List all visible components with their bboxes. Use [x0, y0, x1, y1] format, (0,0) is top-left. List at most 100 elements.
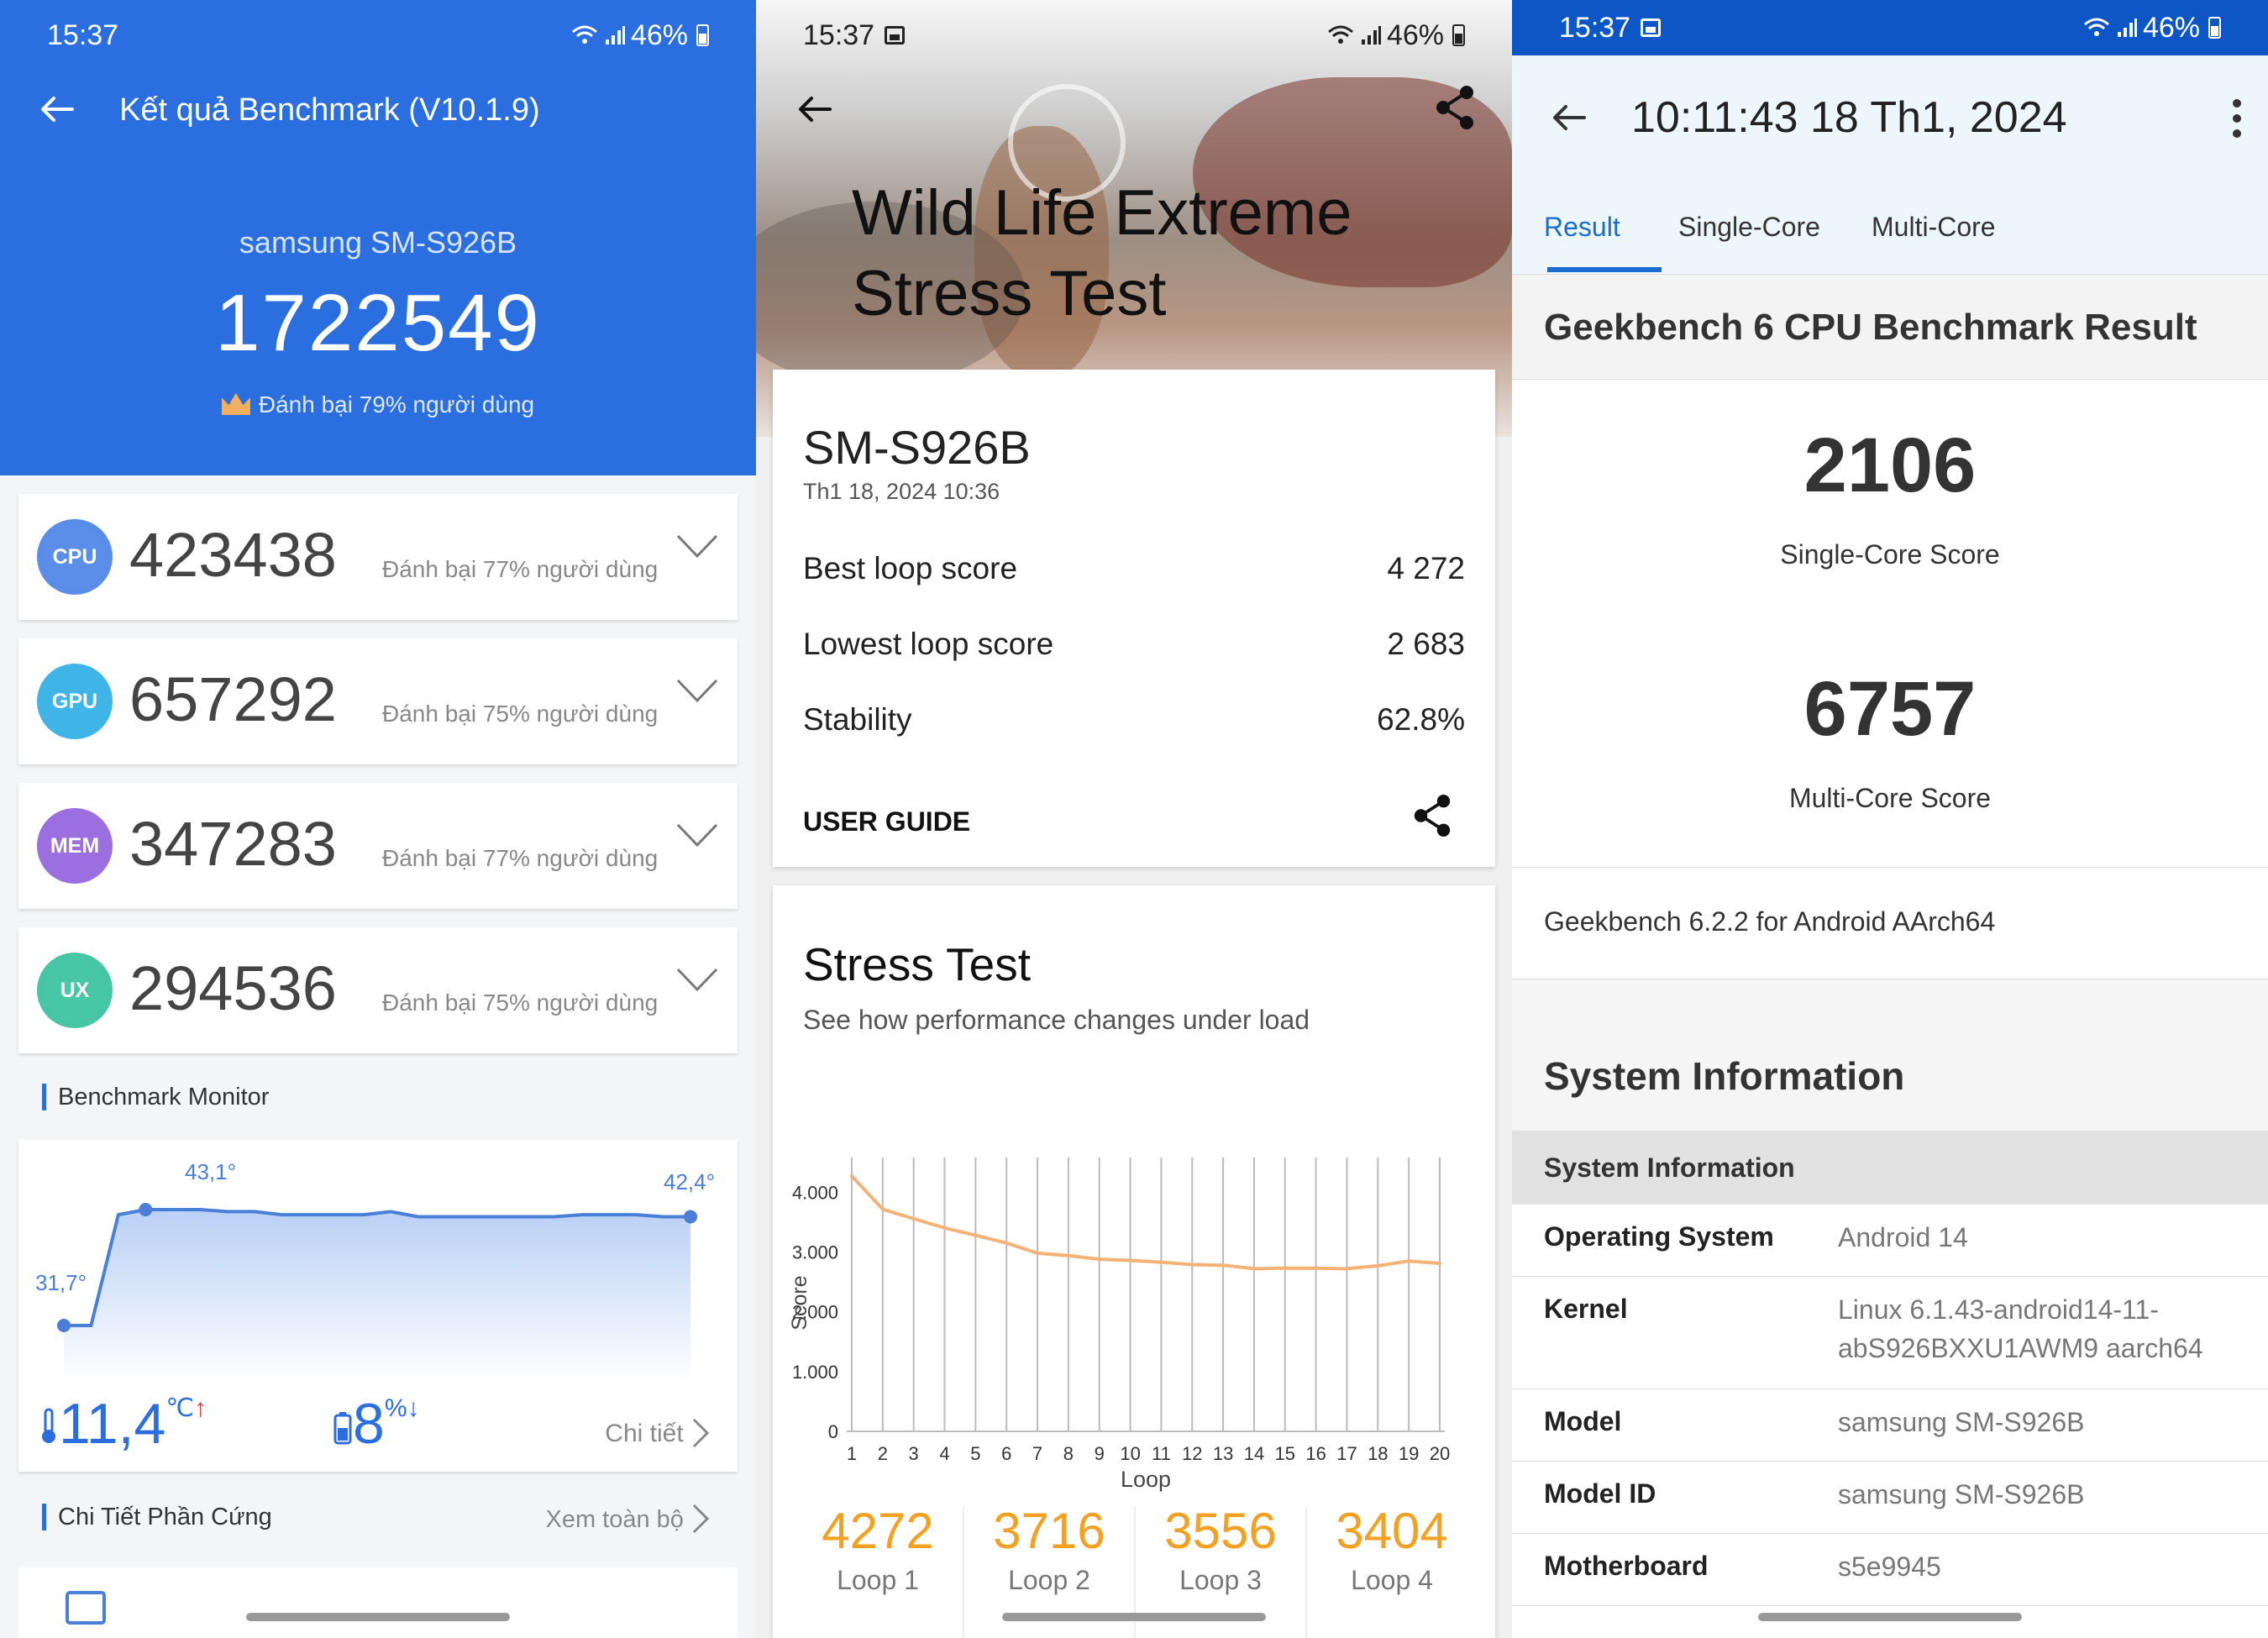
battery-unit: % [384, 1394, 407, 1422]
x-tick-label: 18 [1368, 1443, 1388, 1464]
result-card: SM-S926B Th1 18, 2024 10:36 Best loop sc… [773, 370, 1495, 867]
chevron-right-icon [692, 1504, 710, 1534]
multi-core-label: Multi-Core Score [1788, 783, 1992, 813]
loop-score-box: 3716 Loop 2 [978, 1502, 1121, 1596]
tab-result[interactable]: Result [1544, 212, 1620, 242]
x-tick-label: 16 [1305, 1443, 1326, 1464]
info-row: Model ID samsung SM-S926B [1512, 1462, 2268, 1534]
test-title: Wild Life Extreme Stress Test [852, 173, 1352, 334]
stress-test-card: Stress Test See how performance changes … [773, 885, 1495, 1638]
score-point [1407, 1259, 1411, 1263]
gallery-notification-icon [1641, 18, 1662, 37]
x-tick-label: 2 [878, 1443, 888, 1464]
total-beat-text: Đánh bại 79% người dùng [0, 391, 756, 418]
chevron-down-icon[interactable] [675, 822, 719, 852]
temp-peak-label: 43,1° [185, 1159, 237, 1184]
score-point [1283, 1266, 1287, 1270]
score-point [1252, 1267, 1256, 1271]
x-tick-label: 15 [1275, 1443, 1295, 1464]
x-tick-label: 6 [1001, 1443, 1011, 1464]
y-tick-label: 0 [828, 1421, 838, 1442]
temperature-chart [57, 1203, 697, 1383]
score-card-gpu[interactable]: GPU 657292 Đánh bại 75% người dùng [18, 638, 738, 764]
score-point [911, 1216, 916, 1221]
score-point [942, 1226, 947, 1230]
score-point [1221, 1263, 1226, 1268]
back-arrow-icon[interactable] [793, 87, 837, 131]
share-icon[interactable] [1411, 793, 1453, 838]
status-bar: 15:37 46% [0, 0, 756, 71]
chevron-down-icon[interactable] [675, 677, 719, 707]
home-indicator[interactable] [1758, 1613, 2022, 1621]
temperature-rise: 11,4℃↑ [39, 1391, 207, 1457]
score-card-ux[interactable]: UX 294536 Đánh bại 75% người dùng [18, 927, 738, 1053]
x-tick-label: 5 [970, 1443, 980, 1464]
loop-score-box: 3556 Loop 3 [1149, 1502, 1292, 1596]
test-title-line2: Stress Test [852, 258, 1167, 329]
back-arrow-icon[interactable] [35, 87, 79, 131]
score-card-mem[interactable]: MEM 347283 Đánh bại 77% người dùng [18, 783, 738, 909]
section-benchmark-monitor: Benchmark Monitor [42, 1084, 269, 1110]
row-value: 2 683 [1387, 627, 1465, 661]
info-key: Motherboard [1544, 1551, 1709, 1581]
hardware-card[interactable] [18, 1567, 738, 1638]
share-icon[interactable] [1433, 84, 1477, 131]
info-value: Android 14 [1838, 1222, 1968, 1252]
multi-core-score: 6757 [1803, 666, 1977, 752]
battery-percent: 46% [2142, 11, 2200, 44]
chevron-down-icon[interactable] [675, 533, 719, 563]
x-tick-label: 19 [1399, 1443, 1419, 1464]
test-date: Th1 18, 2024 10:36 [803, 479, 1000, 504]
stress-title: Stress Test [803, 938, 1032, 990]
stress-subtitle: See how performance changes under load [803, 1005, 1310, 1035]
temp-unit: ℃ [165, 1394, 195, 1422]
loop-score: 3716 [993, 1503, 1105, 1559]
user-guide-button[interactable]: USER GUIDE [803, 806, 971, 837]
back-arrow-icon[interactable] [1547, 96, 1591, 139]
active-tab-indicator [1547, 267, 1662, 272]
loop-score-box: 3404 Loop 4 [1320, 1502, 1463, 1596]
score-card-cpu[interactable]: CPU 423438 Đánh bại 77% người dùng [18, 494, 738, 620]
x-tick-label: 8 [1063, 1443, 1074, 1464]
tab-single-core[interactable]: Single-Core [1678, 212, 1820, 242]
category-score: 423438 [129, 520, 337, 590]
x-tick-label: 7 [1032, 1443, 1042, 1464]
benchmark-monitor-card[interactable]: 31,7° 43,1° 42,4° 11,4℃↑ 8%↓ Chi tiết [18, 1139, 738, 1472]
result-row: Stability 62.8% [803, 702, 1465, 738]
battery-drop: 8%↓ [333, 1391, 420, 1457]
score-point [974, 1233, 978, 1237]
device-icon [66, 1591, 106, 1625]
loop-label: Loop 4 [1351, 1565, 1433, 1595]
score-point [1066, 1253, 1070, 1257]
score-point [1438, 1262, 1441, 1266]
crown-icon [221, 393, 250, 415]
row-label: Stability [803, 702, 912, 737]
y-tick-label: 4.000 [792, 1182, 838, 1203]
loop-label: Loop 1 [837, 1565, 919, 1595]
info-row: Motherboard s5e9945 [1512, 1534, 2268, 1606]
category-score: 294536 [129, 953, 337, 1023]
more-options-icon[interactable] [2233, 99, 2243, 138]
beat-label: Đánh bại 79% người dùng [258, 391, 535, 417]
category-score: 347283 [129, 809, 337, 879]
see-all-label: Xem toàn bộ [545, 1506, 684, 1533]
wifi-icon [571, 25, 597, 44]
home-indicator[interactable] [246, 1613, 510, 1621]
row-value: 62.8% [1377, 702, 1465, 737]
tab-multi-core[interactable]: Multi-Core [1872, 212, 1996, 242]
score-point [880, 1207, 885, 1211]
result-title-bar: Geekbench 6 CPU Benchmark Result [1512, 274, 2268, 380]
geekbench-panel: 15:37 46% 10:11:43 18 Th1, 2024 Result S… [1512, 0, 2268, 1638]
chevron-down-icon[interactable] [675, 966, 719, 996]
detail-link[interactable]: Chi tiết [605, 1416, 711, 1450]
see-all-link[interactable]: Xem toàn bộ [545, 1502, 711, 1536]
temp-end-label: 42,4° [664, 1169, 716, 1194]
home-indicator[interactable] [1002, 1613, 1266, 1621]
info-key: Kernel [1544, 1294, 1628, 1324]
category-beat-text: Đánh bại 75% người dùng [382, 990, 659, 1016]
gallery-notification-icon [885, 26, 906, 45]
score-point [1005, 1241, 1009, 1245]
category-beat-text: Đánh bại 77% người dùng [382, 556, 659, 582]
info-key: Model [1544, 1406, 1622, 1436]
status-time: 15:37 [1559, 11, 1631, 44]
